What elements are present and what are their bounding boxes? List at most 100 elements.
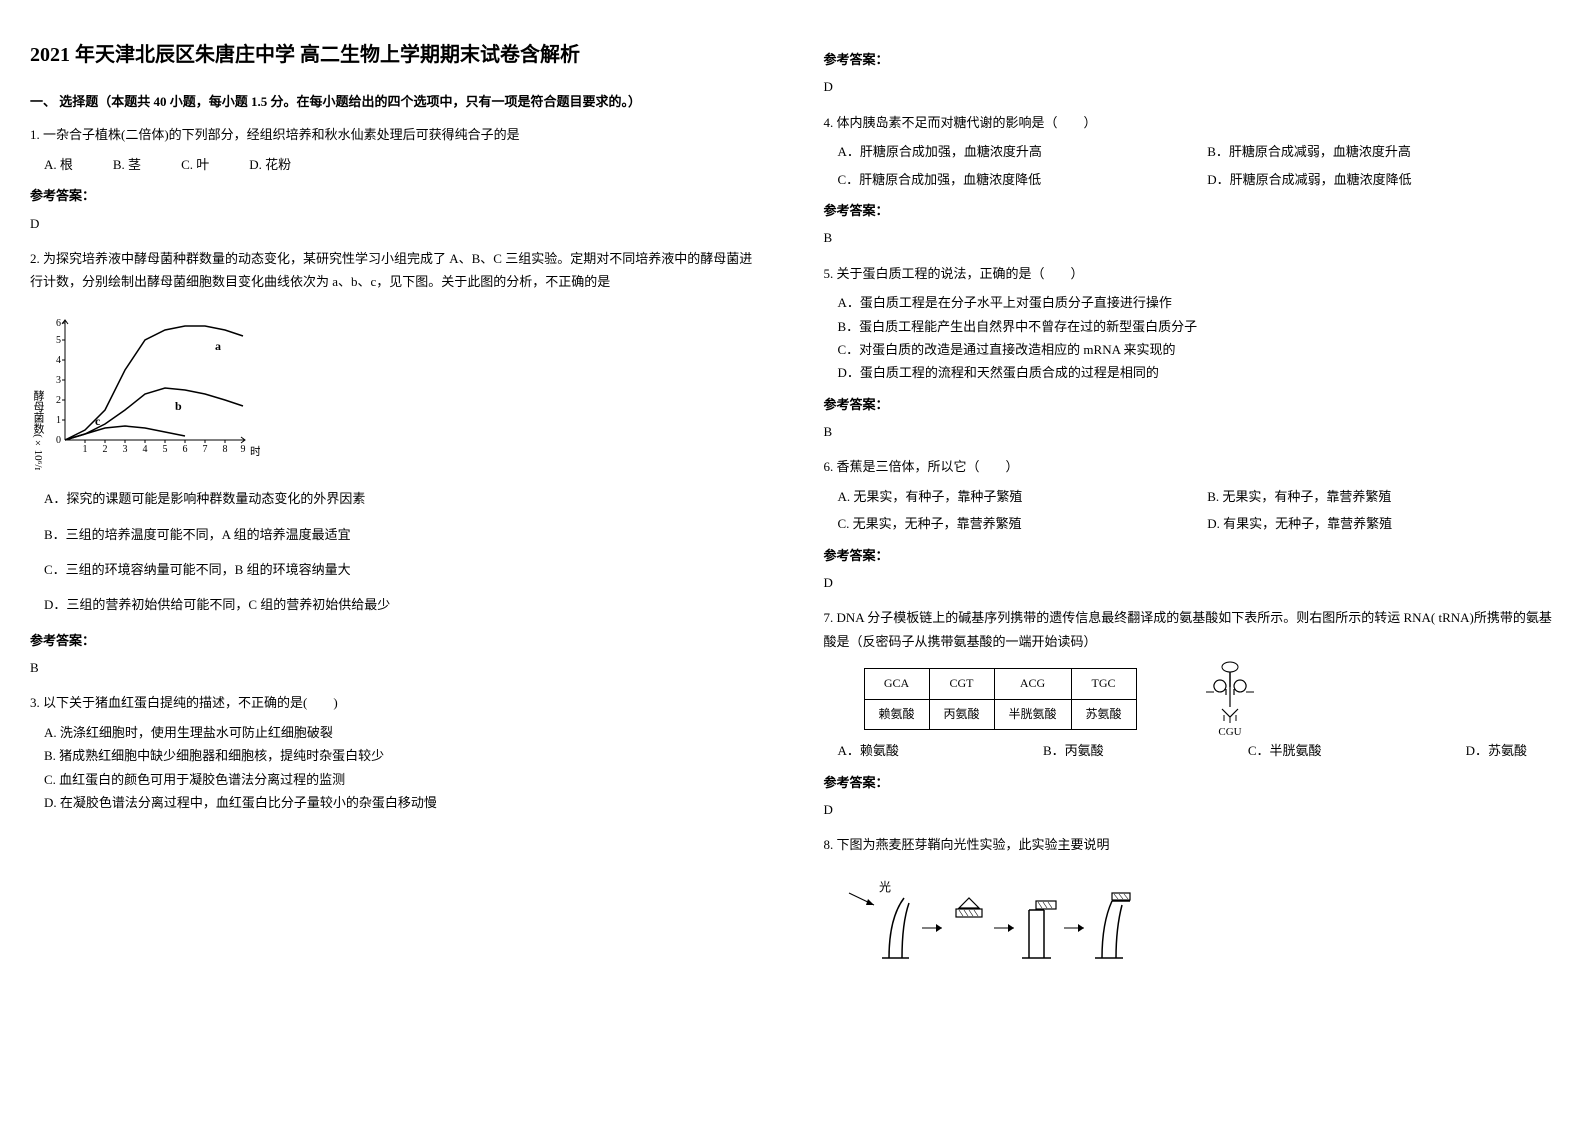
q7-opt-c: C．半胱氨酸	[1248, 739, 1322, 762]
svg-text:8: 8	[223, 444, 228, 455]
q7-table: GCA CGT ACG TGC 赖氨酸 丙氨酸 半胱氨酸 苏氨酸	[864, 668, 1137, 730]
q3-options: A. 洗涤红细胞时，使用生理盐水可防止红细胞破裂 B. 猪成熟红细胞中缺少细胞器…	[44, 721, 764, 815]
q1-opt-c: C. 叶	[181, 153, 209, 176]
q1-opt-b: B. 茎	[113, 153, 141, 176]
q6-options: A. 无果实，有种子，靠种子繁殖 B. 无果实，有种子，靠营养繁殖 C. 无果实…	[838, 485, 1558, 536]
q5-opt-b: B．蛋白质工程能产生出自然界中不曾存在过的新型蛋白质分子	[838, 315, 1558, 338]
q7-td-2: 半胱氨酸	[994, 699, 1071, 730]
q2-opt-a: A．探究的课题可能是影响种群数量动态变化的外界因素	[44, 487, 764, 510]
light-label: 光	[879, 880, 891, 894]
q5-options: A．蛋白质工程是在分子水平上对蛋白质分子直接进行操作 B．蛋白质工程能产生出自然…	[838, 291, 1558, 385]
q2-opt-b: B．三组的培养温度可能不同，A 组的培养温度最适宜	[44, 523, 764, 546]
svg-text:2: 2	[56, 395, 61, 406]
q7-th-3: TGC	[1071, 669, 1136, 700]
question-7: 7. DNA 分子模板链上的碱基序列携带的遗传信息最终翻译成的氨基酸如下表所示。…	[824, 606, 1558, 821]
question-8: 8. 下图为燕麦胚芽鞘向光性实验，此实验主要说明 光	[824, 833, 1558, 990]
svg-text:a: a	[215, 339, 221, 353]
left-column: 2021 年天津北辰区朱唐庄中学 高二生物上学期期末试卷含解析 一、 选择题（本…	[30, 40, 764, 1002]
q5-opt-d: D．蛋白质工程的流程和天然蛋白质合成的过程是相同的	[838, 361, 1558, 384]
q6-opt-a: A. 无果实，有种子，靠种子繁殖	[838, 485, 1188, 508]
question-4: 4. 体内胰岛素不足而对糖代谢的影响是（ ） A．肝糖原合成加强，血糖浓度升高 …	[824, 111, 1558, 250]
question-5: 5. 关于蛋白质工程的说法，正确的是（ ） A．蛋白质工程是在分子水平上对蛋白质…	[824, 262, 1558, 444]
svg-text:1: 1	[83, 444, 88, 455]
q7-table-wrapper: GCA CGT ACG TGC 赖氨酸 丙氨酸 半胱氨酸 苏氨酸	[824, 659, 1558, 739]
q7-text: 7. DNA 分子模板链上的碱基序列携带的遗传信息最终翻译成的氨基酸如下表所示。…	[824, 606, 1558, 653]
q7-opt-a: A．赖氨酸	[838, 739, 899, 762]
q3-answer: D	[824, 75, 1558, 98]
q6-text: 6. 香蕉是三倍体，所以它（ ）	[824, 455, 1558, 478]
q6-opt-c: C. 无果实，无种子，靠营养繁殖	[838, 512, 1188, 535]
q4-opt-b: B．肝糖原合成减弱，血糖浓度升高	[1207, 140, 1557, 163]
q5-answer-label: 参考答案：	[824, 393, 1558, 416]
page-container: 2021 年天津北辰区朱唐庄中学 高二生物上学期期末试卷含解析 一、 选择题（本…	[30, 40, 1557, 1002]
trna-icon: CGU	[1200, 659, 1260, 739]
q6-answer-label: 参考答案：	[824, 544, 1558, 567]
svg-text:2: 2	[103, 444, 108, 455]
q4-answer: B	[824, 226, 1558, 249]
q5-opt-a: A．蛋白质工程是在分子水平上对蛋白质分子直接进行操作	[838, 291, 1558, 314]
svg-text:1: 1	[56, 415, 61, 426]
svg-text:7: 7	[203, 444, 208, 455]
svg-text:4: 4	[56, 355, 61, 366]
question-6: 6. 香蕉是三倍体，所以它（ ） A. 无果实，有种子，靠种子繁殖 B. 无果实…	[824, 455, 1558, 594]
q7-th-2: ACG	[994, 669, 1071, 700]
svg-text:5: 5	[163, 444, 168, 455]
q7-opt-b: B．丙氨酸	[1043, 739, 1104, 762]
q4-opt-c: C．肝糖原合成加强，血糖浓度降低	[838, 168, 1188, 191]
q2-ylabel: 酵母菌数(×10⁶/mL)	[32, 389, 45, 469]
q2-opt-d: D．三组的营养初始供给可能不同，C 组的营养初始供给最少	[44, 593, 764, 616]
question-1: 1. 一杂合子植株(二倍体)的下列部分，经组织培养和秋水仙素处理后可获得纯合子的…	[30, 123, 764, 235]
q1-answer: D	[30, 212, 764, 235]
svg-text:9: 9	[241, 444, 246, 455]
q2-answer: B	[30, 656, 764, 679]
q1-opt-d: D. 花粉	[249, 153, 291, 176]
q3-text: 3. 以下关于猪血红蛋白提纯的描述，不正确的是( )	[30, 691, 764, 714]
svg-text:3: 3	[123, 444, 128, 455]
trna-label: CGU	[1218, 726, 1241, 738]
q7-options: A．赖氨酸 B．丙氨酸 C．半胱氨酸 D．苏氨酸	[838, 739, 1558, 762]
q3-opt-b: B. 猪成熟红细胞中缺少细胞器和细胞核，提纯时杂蛋白较少	[44, 744, 764, 767]
page-title: 2021 年天津北辰区朱唐庄中学 高二生物上学期期末试卷含解析	[30, 40, 764, 70]
q2-answer-label: 参考答案：	[30, 629, 764, 652]
q3-opt-c: C. 血红蛋白的颜色可用于凝胶色谱法分离过程的监测	[44, 768, 764, 791]
q4-text: 4. 体内胰岛素不足而对糖代谢的影响是（ ）	[824, 111, 1558, 134]
q4-opt-a: A．肝糖原合成加强，血糖浓度升高	[838, 140, 1188, 163]
q4-answer-label: 参考答案：	[824, 199, 1558, 222]
q4-options: A．肝糖原合成加强，血糖浓度升高 B．肝糖原合成减弱，血糖浓度升高 C．肝糖原合…	[838, 140, 1558, 191]
q8-text: 8. 下图为燕麦胚芽鞘向光性实验，此实验主要说明	[824, 833, 1558, 856]
q2-xlabel: 时间/d	[250, 445, 260, 458]
q7-th-1: CGT	[929, 669, 994, 700]
svg-text:6: 6	[183, 444, 188, 455]
question-3: 3. 以下关于猪血红蛋白提纯的描述，不正确的是( ) A. 洗涤红细胞时，使用生…	[30, 691, 764, 814]
q1-opt-a: A. 根	[44, 153, 73, 176]
q7-answer-label: 参考答案：	[824, 771, 1558, 794]
q7-opt-d: D．苏氨酸	[1466, 739, 1527, 762]
q3-answer-label: 参考答案：	[824, 48, 1558, 71]
q5-text: 5. 关于蛋白质工程的说法，正确的是（ ）	[824, 262, 1558, 285]
q3-opt-d: D. 在凝胶色谱法分离过程中，血红蛋白比分子量较小的杂蛋白移动慢	[44, 791, 764, 814]
q6-answer: D	[824, 571, 1558, 594]
svg-text:0: 0	[56, 435, 61, 446]
q5-answer: B	[824, 420, 1558, 443]
q8-diagram: 光	[844, 873, 1164, 973]
svg-text:b: b	[175, 399, 182, 413]
svg-text:4: 4	[143, 444, 148, 455]
svg-text:5: 5	[56, 335, 61, 346]
section-header: 一、 选择题（本题共 40 小题，每小题 1.5 分。在每小题给出的四个选项中，…	[30, 90, 764, 113]
q7-td-0: 赖氨酸	[864, 699, 929, 730]
q2-text: 2. 为探究培养液中酵母菌种群数量的动态变化，某研究性学习小组完成了 A、B、C…	[30, 247, 764, 294]
q4-opt-d: D．肝糖原合成减弱，血糖浓度降低	[1207, 168, 1557, 191]
q2-chart: 0 1 2 3 4 5 6	[30, 310, 260, 470]
svg-text:6: 6	[56, 318, 61, 329]
q2-options: A．探究的课题可能是影响种群数量动态变化的外界因素 B．三组的培养温度可能不同，…	[44, 487, 764, 617]
q7-answer: D	[824, 798, 1558, 821]
svg-text:c: c	[95, 414, 101, 428]
q7-td-1: 丙氨酸	[929, 699, 994, 730]
q2-opt-c: C．三组的环境容纳量可能不同，B 组的环境容纳量大	[44, 558, 764, 581]
svg-text:3: 3	[56, 375, 61, 386]
question-2: 2. 为探究培养液中酵母菌种群数量的动态变化，某研究性学习小组完成了 A、B、C…	[30, 247, 764, 680]
right-column: 参考答案： D 4. 体内胰岛素不足而对糖代谢的影响是（ ） A．肝糖原合成加强…	[824, 40, 1558, 1002]
q7-th-0: GCA	[864, 669, 929, 700]
q6-opt-b: B. 无果实，有种子，靠营养繁殖	[1207, 485, 1557, 508]
q1-answer-label: 参考答案：	[30, 184, 764, 207]
